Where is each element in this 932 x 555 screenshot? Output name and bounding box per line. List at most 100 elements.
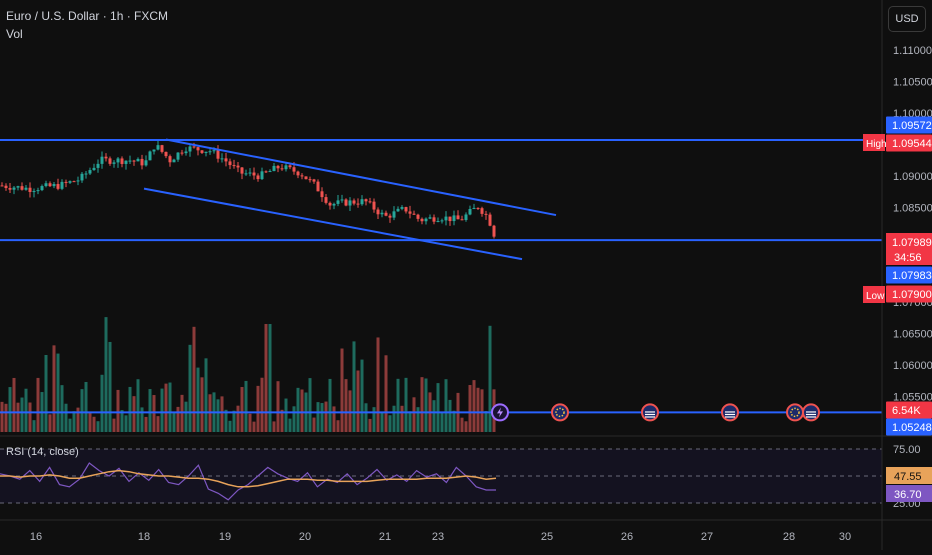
volume-bar xyxy=(20,397,24,432)
candle-body xyxy=(340,199,344,201)
volume-bar xyxy=(52,345,56,432)
candle-body xyxy=(408,211,412,214)
candle-body xyxy=(332,203,336,206)
volume-bar xyxy=(296,387,300,432)
volume-bar xyxy=(92,416,96,432)
volume-bar xyxy=(228,420,232,432)
candle-body xyxy=(488,214,492,226)
candle-body xyxy=(432,217,436,222)
candle-body xyxy=(320,191,324,198)
volume-bar xyxy=(236,405,240,432)
candle-body xyxy=(480,208,484,214)
candle-body xyxy=(52,184,56,187)
time-tick-label: 27 xyxy=(701,531,713,543)
candle-body xyxy=(324,197,328,203)
candle-body xyxy=(16,186,20,188)
volume-bar xyxy=(68,418,72,432)
volume-bar xyxy=(232,410,236,432)
badge-volume-bg xyxy=(886,401,932,419)
lightning-event-icon[interactable] xyxy=(491,403,509,422)
candle-body xyxy=(348,200,352,206)
high-label-text: High xyxy=(866,139,887,150)
volume-bar xyxy=(120,410,124,432)
candle-body xyxy=(160,145,164,152)
us-flag-event-icon[interactable] xyxy=(802,403,820,422)
candle-body xyxy=(312,179,316,182)
volume-bar xyxy=(300,389,304,432)
candle-body xyxy=(268,171,272,173)
candle-body xyxy=(452,215,456,222)
time-tick-label: 26 xyxy=(621,531,633,543)
volume-bar xyxy=(416,407,420,432)
volume-bar xyxy=(128,386,132,432)
candle-body xyxy=(468,209,472,215)
volume-bar xyxy=(332,406,336,432)
candle-body xyxy=(284,165,288,170)
volume-bar xyxy=(488,325,492,432)
volume-bar xyxy=(152,395,156,432)
candle-body xyxy=(200,150,204,153)
volume-bar xyxy=(424,378,428,432)
globe-event-icon[interactable] xyxy=(786,403,804,422)
channel-line xyxy=(165,138,557,217)
channel-line xyxy=(143,187,523,261)
volume-bar xyxy=(148,389,152,432)
volume-bar xyxy=(348,390,352,432)
volume-bar xyxy=(108,341,112,432)
candle-body xyxy=(252,172,256,176)
price-badges: 1.09572 High 1.09544 1.07989 34:56 1.07983 Low… xyxy=(863,116,932,502)
candle-body xyxy=(180,152,184,154)
volume-bar xyxy=(216,399,220,432)
candle-body xyxy=(84,173,88,175)
candle-body xyxy=(8,188,12,190)
volume-bar xyxy=(444,379,448,432)
volume-bar xyxy=(12,377,16,432)
candle-body xyxy=(112,162,116,164)
volume-bar xyxy=(164,383,168,432)
volume-bar xyxy=(16,402,20,432)
volume-bar xyxy=(268,324,272,432)
volume-bar xyxy=(96,421,100,432)
rsi-ma-badge-bg xyxy=(886,467,932,484)
volume-bar xyxy=(4,403,8,432)
candle-body xyxy=(380,212,384,215)
volume-bar xyxy=(292,406,296,432)
badge-high-text: 1.09544 xyxy=(892,138,932,150)
time-tick-label: 25 xyxy=(541,531,553,543)
event-markers[interactable] xyxy=(491,403,820,422)
volume-bar xyxy=(220,396,224,432)
us-flag-event-icon[interactable] xyxy=(641,403,659,422)
candle-body xyxy=(68,181,72,183)
symbol-title[interactable]: Euro / U.S. Dollar · 1h · FXCM xyxy=(6,9,169,23)
badge-volume-text: 6.54K xyxy=(892,405,921,417)
price-tick-label: 1.10500 xyxy=(893,77,932,89)
candle-body xyxy=(128,160,132,162)
globe-event-icon[interactable] xyxy=(551,403,569,422)
badge-level-high-text: 1.09572 xyxy=(892,120,932,132)
rsi-ma-badge-text: 47.55 xyxy=(894,471,922,483)
candle-body xyxy=(336,200,340,204)
volume-bar xyxy=(196,367,200,432)
volume-bar xyxy=(396,378,400,432)
us-flag-event-icon[interactable] xyxy=(721,403,739,422)
candle-body xyxy=(412,213,416,215)
candle-body xyxy=(116,158,120,163)
candle-body xyxy=(124,160,128,164)
volume-bar xyxy=(384,355,388,432)
volume-bar xyxy=(432,400,436,432)
candle-body xyxy=(36,190,40,192)
volume-bar xyxy=(188,344,192,432)
candle-body xyxy=(28,187,32,193)
badge-level-low-text: 1.07983 xyxy=(892,270,932,282)
candle-body xyxy=(472,207,476,210)
volume-bar xyxy=(84,381,88,432)
volume-bar xyxy=(100,374,104,432)
candle-body xyxy=(136,158,140,162)
candle-body xyxy=(208,151,212,153)
candle-body xyxy=(192,146,196,148)
volume-bar xyxy=(104,317,108,432)
volume-bar xyxy=(472,380,476,432)
currency-button[interactable]: USD xyxy=(888,6,926,32)
